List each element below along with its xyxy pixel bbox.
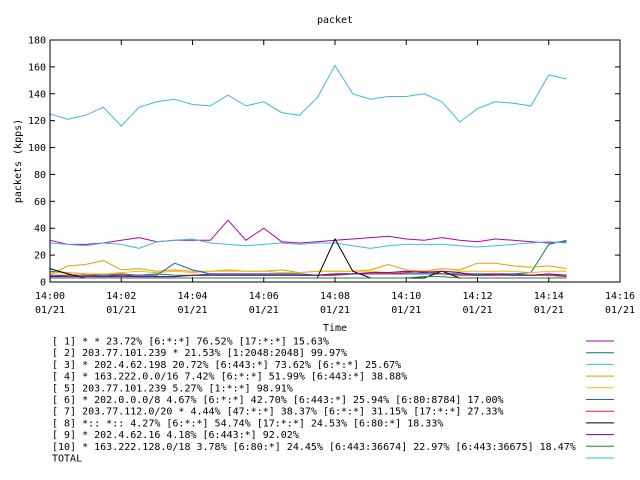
legend-entry: [ 2] 203.77.101.239 * 21.53% [1:2048:204… [52,348,347,359]
x-tick-date: 01/21 [534,305,564,316]
x-tick-date: 01/21 [320,305,350,316]
x-tick-time: 14:04 [177,291,207,302]
y-tick-label: 140 [28,89,46,100]
y-axis-label: packets (kpps) [13,119,24,203]
series-lines [49,64,567,279]
plot-frame [49,39,621,283]
x-tick-date: 01/21 [177,305,207,316]
legend-entry: [ 5] 203.77.101.239 5.27% [1:*:*] 98.91% [52,383,293,394]
x-tick-date: 01/21 [462,305,492,316]
y-tick-label: 40 [34,224,46,235]
x-tick-date: 01/21 [605,305,635,316]
legend-entry: [ 1] * * 23.72% [6:*:*] 76.52% [17:*:*] … [52,337,329,348]
x-tick-time: 14:10 [391,291,421,302]
series-line-11 [49,64,567,127]
series-line-10 [50,276,567,279]
x-tick-time: 14:16 [605,291,635,302]
legend: [ 1] * * 23.72% [6:*:*] 76.52% [17:*:*] … [52,337,614,465]
legend-entry: [ 3] * 202.4.62.198 20.72% [6:443:*] 73.… [52,360,401,371]
series-line-3 [49,238,567,249]
y-tick-label: 120 [28,116,46,127]
x-tick-time: 14:12 [462,291,492,302]
y-tick-label: 60 [34,197,46,208]
legend-entry: [ 9] * 202.4.62.16 4.18% [6:443:*] 92.02… [52,430,299,441]
legend-entry: [ 6] * 202.0.0.0/8 4.67% [6:*:*] 42.70% … [52,395,504,406]
x-tick-date: 01/21 [35,305,65,316]
series-line-1 [49,219,567,245]
legend-entry: [ 8] *:: *:: 4.27% [6:*:*] 54.74% [17:*:… [52,418,443,429]
x-tick-time: 14:02 [106,291,136,302]
legend-entry: [10] * 163.222.128.0/18 3.78% [6:80:*] 2… [52,442,576,453]
y-tick-label: 20 [34,251,46,262]
chart-title: packet [317,15,353,26]
legend-entry: [ 4] * 163.222.0.0/16 7.42% [6:*:*] 51.9… [52,372,407,383]
x-tick-date: 01/21 [106,305,136,316]
y-tick-label: 160 [28,62,46,73]
y-tick-label: 100 [28,143,46,154]
y-tick-label: 180 [28,36,46,47]
series-line-5 [50,270,567,275]
x-axis-label: Time [323,323,347,334]
x-tick-time: 14:00 [35,291,65,302]
x-tick-date: 01/21 [249,305,279,316]
x-tick-time: 14:06 [249,291,279,302]
y-tick-label: 0 [40,278,46,289]
x-tick-time: 14:08 [320,291,350,302]
x-tick-date: 01/21 [391,305,421,316]
legend-entry: TOTAL [52,454,82,465]
x-tick-time: 14:14 [534,291,564,302]
y-tick-label: 80 [34,170,46,181]
series-line-9 [50,270,567,278]
series-line-4 [49,259,567,276]
legend-entry: [ 7] 203.77.112.0/20 * 4.44% [47:*:*] 38… [52,407,504,418]
